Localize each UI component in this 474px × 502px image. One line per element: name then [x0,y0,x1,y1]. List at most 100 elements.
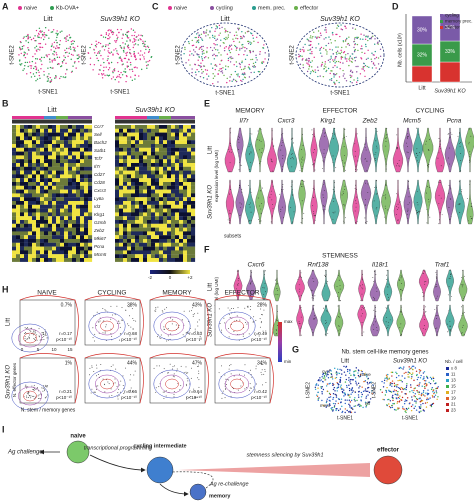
density-contour [95,316,119,336]
cell-dot [357,396,360,398]
heat-cell [179,193,184,198]
label: Il18r1 [372,262,389,269]
cell-dot [253,66,255,68]
heat-cell [175,189,180,194]
subset-bar [147,116,159,119]
cell-dot [328,36,330,38]
violin-dot [469,161,471,163]
cell-dot [217,73,219,76]
heat-cell [64,182,69,186]
cell-dot [202,45,204,48]
cell-dot [339,380,342,382]
heat-cell [44,239,49,243]
density-frame [214,357,271,404]
density-dot [221,397,223,399]
cell-dot [329,404,331,407]
heat-cell [52,182,57,186]
cell-dot [353,46,355,49]
violin-dot [375,208,377,210]
cell-dot [404,410,406,413]
cell-dot [225,46,227,48]
cell-dot [385,374,388,376]
density-dot [181,319,183,321]
violin-dot [327,333,329,334]
heat-cell [40,208,45,213]
density-contour [230,320,244,332]
cell-dot [129,68,131,71]
heat-cell [72,227,77,232]
cell-dot [330,373,333,376]
violin-dot [227,149,229,151]
heat-cell [68,246,73,251]
label: 15 [451,384,456,389]
cell-dot [58,43,61,46]
cell-dot [413,395,415,397]
heat-cell [115,193,120,198]
density-dot [94,333,96,335]
heat-cell [143,125,148,129]
heat-cell [24,136,29,141]
cell-dot [120,57,122,60]
cell-dot [335,60,338,63]
density-dot [34,338,36,340]
cell-dot [129,53,132,55]
density-dot [183,372,185,374]
heat-cell [135,155,140,160]
cell-dot [215,39,217,42]
heat-cell [191,147,196,152]
violin [298,179,306,225]
cell-dot [197,32,199,34]
heat-cell [123,174,128,179]
violin-dot [355,166,357,168]
cell-dot [328,392,331,395]
cell-dot [413,407,415,410]
heat-cell [151,216,156,221]
cell-dot [398,397,401,400]
violin-dot [374,158,376,160]
heat-cell [155,193,160,198]
cell-dot [107,55,109,57]
heat-cell [24,220,29,224]
cell-dot [379,55,382,57]
label: Zeb2 [362,118,378,125]
violin [458,304,468,337]
cell-dot [353,374,355,377]
heat-cell [12,140,17,145]
violin-dot [425,306,427,308]
heat-cell [127,185,132,190]
heat-cell [115,242,120,247]
cell-dot [195,33,198,35]
violin-dot [396,147,398,149]
cell-dot [222,67,224,69]
heat-cell [64,208,69,213]
cell-dot [360,48,362,50]
heat-cell [76,185,81,190]
heat-cell [12,254,17,259]
cell-dot [27,49,30,51]
heat-cell [84,246,89,251]
violin-dot [312,188,314,189]
cell-dot [226,81,228,84]
label: r=0.68 [124,331,137,336]
cell-dot [332,59,334,61]
density-dot [26,397,28,399]
heat-cell [44,140,49,145]
heat-cell [115,201,120,205]
cell-dot [40,56,43,59]
heat-cell [167,159,172,164]
cell-dot [40,68,42,70]
heat-cell [64,227,69,232]
heat-cell [20,151,25,156]
label: 34% [257,360,268,366]
cell-dot [343,371,346,373]
violin-dot [423,315,425,317]
cell-dot [108,38,110,40]
cell-dot [232,38,234,40]
heat-cell [44,185,49,190]
cell-dot [363,373,366,375]
cell-dot [336,53,338,55]
heat-cell [48,136,53,141]
violin-dot [398,164,400,166]
label: 23 [451,408,456,413]
heat-cell [183,212,188,217]
